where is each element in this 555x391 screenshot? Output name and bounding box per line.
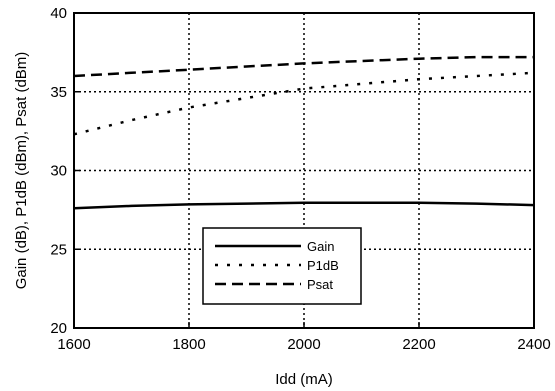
legend-label-gain: Gain <box>307 239 334 254</box>
x-tick-label-2200: 2200 <box>402 336 435 353</box>
y-tick-label-35: 35 <box>50 84 67 101</box>
x-tick-label-1600: 1600 <box>57 336 90 353</box>
y-tick-label-30: 30 <box>50 163 67 180</box>
legend-label-p1db: P1dB <box>307 258 339 273</box>
y-tick-label-25: 25 <box>50 241 67 258</box>
legend-label-psat: Psat <box>307 277 333 292</box>
series-lines <box>73 55 535 210</box>
x-tick-label-2400: 2400 <box>517 336 550 353</box>
series-line-psat <box>73 55 534 78</box>
legend: Gain P1dB Psat <box>202 227 362 305</box>
ticks <box>73 12 535 329</box>
y-axis-label: Gain (dB), P1dB (dBm), Psat (dBm) <box>13 52 30 290</box>
x-tick-label-1800: 1800 <box>172 336 205 353</box>
y-tick-label-40: 40 <box>50 5 67 22</box>
x-tick-label-2000: 2000 <box>287 336 320 353</box>
tick-labels: 1600 1800 2000 2200 2400 20 25 30 35 40 <box>50 5 550 353</box>
y-tick-label-20: 20 <box>50 320 67 337</box>
series-line-gain <box>73 201 535 210</box>
x-axis-label: Idd (mA) <box>275 371 333 388</box>
